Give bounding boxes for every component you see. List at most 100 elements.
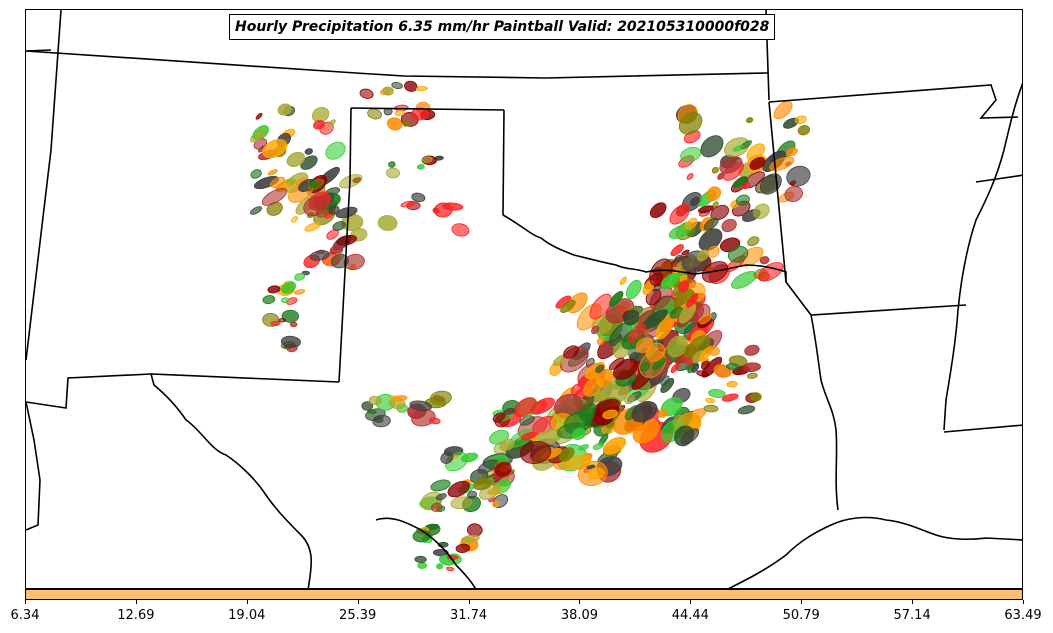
precip-blob: [747, 372, 758, 379]
precip-blob: [294, 272, 305, 281]
colorbar-tick-mark: [357, 600, 359, 604]
colorbar-tick-mark: [912, 600, 914, 604]
precip-blob: [394, 109, 405, 117]
precip-blob: [578, 444, 589, 451]
precip-blob: [417, 562, 428, 569]
precip-blob: [753, 203, 770, 219]
precip-blob: [794, 115, 807, 125]
precip-blob: [686, 293, 699, 308]
precip-blob: [436, 563, 444, 570]
oklahoma-panhandle-north: [350, 107, 505, 111]
precip-blob: [303, 196, 327, 217]
precip-blob: [339, 174, 363, 189]
precip-blob: [773, 100, 793, 120]
map-canvas: [26, 10, 1022, 588]
precip-blob: [367, 409, 377, 415]
precip-blob: [461, 534, 480, 543]
mississippi-state-line: [943, 424, 1022, 433]
state-boundaries: [26, 10, 1022, 588]
oklahoma-east-border: [768, 101, 787, 283]
precip-blob: [325, 141, 346, 160]
precip-blob: [657, 408, 667, 418]
missouri-arkansas-border: [768, 84, 1019, 119]
precip-blob: [732, 145, 744, 152]
new-mexico-colorado-border: [26, 10, 62, 361]
precip-blob: [461, 452, 479, 463]
precip-blob: [629, 351, 639, 361]
precip-blob: [560, 299, 576, 314]
precip-blob: [608, 291, 624, 307]
precip-blob: [250, 129, 267, 143]
colorbar-tick-label: 38.09: [560, 608, 599, 623]
precip-blob: [623, 309, 640, 326]
precip-blob: [744, 344, 760, 356]
precip-blob: [290, 321, 298, 328]
precip-blob: [721, 393, 739, 402]
precip-blob: [559, 447, 575, 462]
precip-blob: [706, 345, 720, 356]
precip-blob: [608, 357, 625, 370]
precip-blob: [784, 186, 803, 202]
precip-blob: [750, 392, 762, 402]
precip-blob: [400, 200, 416, 208]
precip-blob: [530, 400, 547, 415]
precip-blob: [602, 409, 618, 419]
precip-blob: [280, 335, 301, 348]
precip-blob: [674, 254, 683, 263]
map-panel: [25, 9, 1023, 589]
precip-blob: [745, 117, 754, 124]
precip-blob: [586, 464, 596, 470]
precip-blob: [602, 436, 627, 455]
precip-blob: [696, 370, 709, 377]
precip-blob: [660, 272, 679, 290]
precip-blob: [589, 293, 612, 320]
precip-blob: [382, 86, 394, 96]
precip-blob: [669, 204, 690, 225]
precip-blob: [286, 151, 305, 167]
precip-blob: [359, 88, 374, 99]
colorbar-tick-mark: [690, 600, 692, 604]
mexico-border-east: [375, 517, 476, 588]
gulf-coast: [728, 516, 1022, 588]
precip-blob: [250, 206, 262, 215]
precip-blob: [721, 218, 737, 233]
colorbar: [25, 589, 1023, 600]
precip-blob: [388, 161, 396, 168]
precip-blob: [445, 566, 455, 572]
precip-blob: [433, 202, 453, 218]
precip-blob: [499, 438, 515, 451]
precip-blob: [262, 139, 288, 159]
precip-blob: [286, 297, 298, 305]
colorbar-tick-mark: [468, 600, 470, 604]
precip-blob: [583, 376, 603, 397]
colorbar-tick-mark: [801, 600, 803, 604]
precip-blob: [503, 407, 516, 415]
precip-blob: [689, 196, 700, 207]
precip-blob: [703, 217, 719, 231]
precip-blob: [475, 477, 490, 486]
colorbar-tick-label: 6.34: [10, 608, 40, 623]
precip-blob: [262, 295, 276, 305]
precip-blob: [414, 555, 427, 563]
rio-grande: [300, 534, 313, 588]
precip-blob: [513, 397, 537, 418]
kansas-oklahoma-panhandle: [26, 49, 52, 52]
precip-blob: [737, 405, 756, 415]
precip-blob: [678, 111, 703, 135]
precip-blob: [269, 176, 286, 189]
precip-blob: [330, 254, 349, 269]
precip-blob: [311, 106, 330, 123]
precip-blob: [672, 414, 685, 427]
precip-blob: [749, 157, 766, 170]
precip-blob: [277, 103, 292, 116]
precip-blob: [411, 107, 429, 121]
precip-blob: [696, 249, 709, 262]
precip-blob: [429, 390, 452, 406]
precip-blob: [686, 173, 694, 180]
precip-blob: [711, 166, 719, 174]
precip-blob: [678, 280, 690, 293]
precip-blob: [281, 281, 297, 294]
precip-blob: [250, 169, 262, 179]
precip-blob: [467, 490, 477, 499]
precip-blob: [596, 336, 605, 345]
